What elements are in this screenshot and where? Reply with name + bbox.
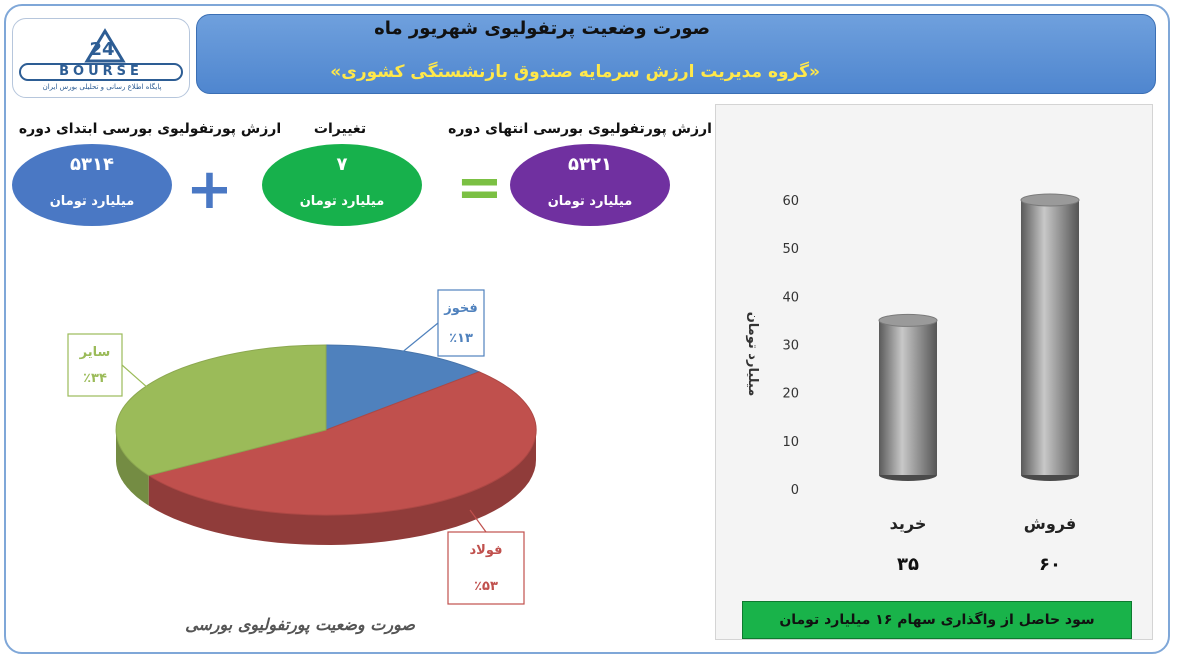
pie-value-label-0: ٪۱۳ <box>449 331 473 346</box>
pie-slice-0 <box>325 344 481 431</box>
profit-footer: سود حاصل از واگذاری سهام ۱۶ میلیارد توما… <box>742 601 1132 639</box>
plus-sign: + <box>186 157 233 222</box>
pie-side-2 <box>116 430 149 506</box>
logo-number: 24 <box>89 39 114 60</box>
outer-frame <box>4 4 1170 654</box>
pie-slice-1 <box>147 371 537 516</box>
start-unit: میلیارد تومان <box>49 194 135 209</box>
pie-label-2: سایر <box>79 345 111 360</box>
change-unit: میلیارد تومان <box>299 194 385 209</box>
pie-callout-pointer-0 <box>399 322 439 355</box>
pie-callout-box-2 <box>67 333 123 397</box>
pie-caption: صورت وضعیت پورتفولیوی بورسی <box>185 615 415 635</box>
bar-value-label-0: ۳۵ <box>897 554 919 575</box>
pie-value-label-1: ٪۵۳ <box>474 579 498 594</box>
pie-callouts: فخوز ٪۱۳ فولاد ٪۵۳ سایر ٪۳۴ <box>67 289 525 605</box>
end-value-oval: ۵۳۲۱ میلیارد تومان <box>510 144 670 226</box>
header-banner <box>196 14 1156 94</box>
y-tick-label-3: 30 <box>782 339 799 354</box>
page-title: صورت وضعیت پرتفولیوی شهریور ماه <box>374 18 710 39</box>
pie-label-0: فخوز <box>443 301 478 316</box>
start-value-oval: ۵۳۱۴ میلیارد تومان <box>12 144 172 226</box>
pie-callout-pointer-1 <box>469 509 487 533</box>
change-value: ۷ <box>336 154 348 175</box>
pie-label-1: فولاد <box>469 543 502 558</box>
pie-callout-pointer-2 <box>121 364 149 389</box>
change-caption: تغییرات <box>313 121 367 137</box>
y-tick-label-0: 0 <box>791 483 799 498</box>
pie-callout-0: فخوز ٪۱۳ <box>399 289 485 357</box>
pie-side-1 <box>148 430 536 545</box>
pie-slice-2 <box>115 344 327 477</box>
logo-mark: 24 <box>84 28 126 63</box>
end-value: ۵۳۲۱ <box>568 154 612 175</box>
bar-1 <box>1020 193 1080 481</box>
start-caption: ارزش پورتفولیوی بورسی ابتدای دوره <box>18 121 282 137</box>
y-tick-label-4: 40 <box>782 290 799 305</box>
y-tick-label-2: 20 <box>782 387 799 402</box>
logo: 24 BOURSE پایگاه اطلاع رسانی و تحلیلی بو… <box>12 18 190 98</box>
pie-callout-box-0 <box>437 289 485 357</box>
equals-sign: = <box>456 155 503 220</box>
end-unit: میلیارد تومان <box>547 194 633 209</box>
y-tick-label-5: 50 <box>782 242 799 257</box>
end-caption: ارزش پورتفولیوی بورسی انتهای دوره <box>448 121 712 137</box>
bar-cap-0 <box>878 313 938 327</box>
bar-chart: 0 10 20 30 40 50 60 میلیارد تومان خرید ۳۵ فروش ۶۰ <box>745 193 1080 575</box>
pie-chart: فخوز ٪۱۳ فولاد ٪۵۳ سایر ٪۳۴ صورت وضعیت پورتفو… <box>67 289 537 635</box>
logo-tagline: پایگاه اطلاع رسانی و تحلیلی بورس ایران <box>42 83 162 91</box>
page-subtitle: «گروه مدیریت ارزش سرمایه صندوق بازنشستگی… <box>330 62 820 82</box>
pie-callout-1: فولاد ٪۵۳ <box>447 509 525 605</box>
y-tick-label-1: 10 <box>782 435 799 450</box>
x-category-label-0: خرید <box>890 514 927 533</box>
x-category-label-1: فروش <box>1024 514 1076 533</box>
y-tick-label-6: 60 <box>782 194 799 209</box>
logo-triangle <box>84 28 126 63</box>
pie-layer <box>115 344 537 545</box>
bar-body-1 <box>1021 200 1079 475</box>
bar-body-0 <box>879 320 937 475</box>
start-value: ۵۳۱۴ <box>70 154 114 175</box>
bar-0 <box>878 313 938 481</box>
bar-value-label-1: ۶۰ <box>1039 554 1061 575</box>
pie-callout-box-1 <box>447 531 525 605</box>
logo-word: BOURSE <box>19 63 183 81</box>
pie-value-label-2: ٪۳۴ <box>83 371 107 386</box>
bar-layer: 0 10 20 30 40 50 60 میلیارد تومان خرید ۳۵ فروش ۶۰ <box>745 193 1080 575</box>
change-value-oval: ۷ میلیارد تومان <box>262 144 422 226</box>
y-axis-label: میلیارد تومان <box>745 312 760 397</box>
bar-cap-1 <box>1020 193 1080 207</box>
pie-callout-2: سایر ٪۳۴ <box>67 333 149 397</box>
